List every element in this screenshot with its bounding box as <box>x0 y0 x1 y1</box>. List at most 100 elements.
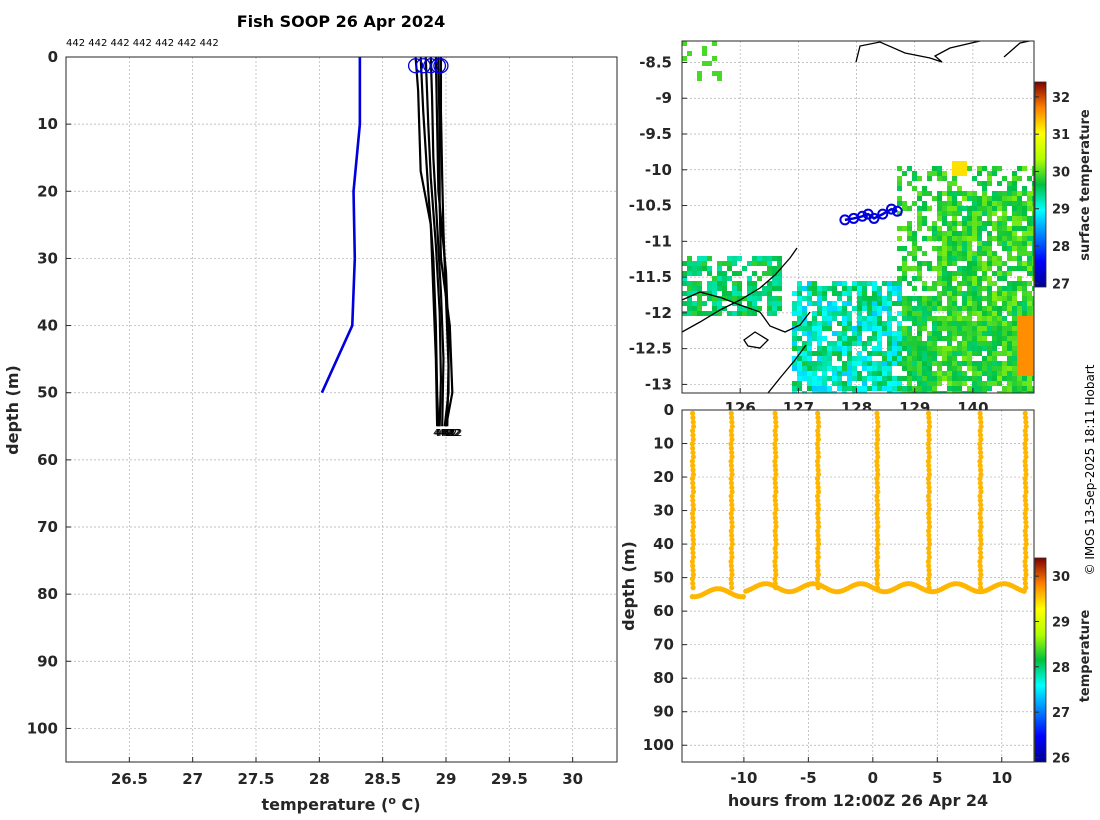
section-point <box>729 537 735 543</box>
sst-pixel <box>952 206 957 211</box>
section-point <box>1023 419 1029 425</box>
section-point <box>874 502 881 508</box>
sst-pixel <box>952 216 957 221</box>
sst-pixel <box>817 326 822 331</box>
sst-pixel <box>997 196 1002 201</box>
sst-pixel <box>952 381 957 386</box>
sst-pixel <box>722 276 727 281</box>
sst-pixel <box>1032 206 1034 211</box>
sst-pixel <box>987 261 992 266</box>
sst-pixel <box>792 391 797 393</box>
section-point <box>926 423 933 430</box>
sst-pixel <box>857 376 862 381</box>
sst-pixel <box>962 191 967 196</box>
sst-pixel <box>887 281 892 286</box>
sst-pixel <box>1017 206 1022 211</box>
sst-pixel <box>982 356 987 361</box>
section-point <box>729 550 735 556</box>
sst-pixel <box>912 276 917 281</box>
sst-pixel <box>997 286 1002 291</box>
sst-pixel <box>977 376 982 381</box>
sst-pixel <box>952 356 957 361</box>
section-point <box>772 576 778 582</box>
sst-pixel <box>1022 281 1027 286</box>
sst-pixel <box>1032 296 1034 301</box>
sst-pixel <box>1002 196 1007 201</box>
sst-pixel <box>897 186 902 191</box>
sst-pixel <box>1017 286 1022 291</box>
sst-pixel <box>912 376 917 381</box>
sst-pixel <box>762 291 767 296</box>
sst-pixel <box>1002 321 1007 326</box>
sst-pixel <box>947 251 952 256</box>
sst-pixel <box>957 341 962 346</box>
sst-pixel <box>792 356 797 361</box>
sst-pixel <box>1027 356 1032 361</box>
sst-pixel <box>957 206 962 211</box>
section-point <box>977 550 984 556</box>
sst-pixel <box>1022 246 1027 251</box>
sst-pixel <box>1032 271 1034 276</box>
sst-pixel <box>852 326 857 331</box>
sst-pixel <box>932 381 937 386</box>
y-tick-label: 70 <box>37 518 58 536</box>
section-point <box>926 519 932 525</box>
sst-pixel <box>1002 331 1007 336</box>
sst-pixel <box>1032 306 1034 311</box>
sst-pixel <box>1022 381 1027 386</box>
sst-pixel <box>992 306 997 311</box>
sst-pixel <box>887 371 892 376</box>
sst-pixel <box>817 296 822 301</box>
sst-pixel <box>752 301 757 306</box>
sst-pixel <box>937 316 942 321</box>
sst-pixel <box>987 331 992 336</box>
sst-pixel <box>992 331 997 336</box>
sst-pixel <box>762 271 767 276</box>
sst-pixel <box>1032 201 1034 206</box>
sst-pixel <box>882 376 887 381</box>
sst-pixel <box>847 351 852 356</box>
sst-pixel <box>967 166 972 171</box>
sst-pixel <box>797 381 802 386</box>
sst-pixel <box>1027 316 1032 321</box>
x-tick-label: 30 <box>562 770 583 788</box>
sst-pixel <box>967 311 972 316</box>
sst-pixel <box>867 316 872 321</box>
sst-pixel <box>972 361 977 366</box>
sst-pixel <box>697 296 702 301</box>
sst-pixel <box>1007 381 1012 386</box>
section-point <box>926 545 932 552</box>
section-point <box>874 449 880 456</box>
sst-pixel <box>817 386 822 391</box>
sst-pixel <box>812 291 817 296</box>
sst-pixel <box>942 391 947 393</box>
temperature-colorbar-label: temperature <box>1078 610 1093 703</box>
sst-pixel <box>767 271 772 276</box>
profile-end-label: 442 <box>433 428 452 439</box>
section-point <box>977 493 983 499</box>
sst-pixel <box>977 361 982 366</box>
section-point <box>728 558 734 565</box>
sst-pixel <box>937 381 942 386</box>
sst-pixel <box>987 386 992 391</box>
sst-pixel <box>987 316 992 321</box>
x-tick-label: 27 <box>182 770 203 788</box>
sst-pixel <box>972 281 977 286</box>
sst-pixel <box>907 311 912 316</box>
sst-pixel <box>1007 386 1012 391</box>
sst-pixel <box>967 321 972 326</box>
sst-pixel <box>867 361 872 366</box>
sst-pixel <box>1007 311 1012 316</box>
section-point <box>740 594 746 600</box>
section-point <box>874 480 880 486</box>
sst-pixel <box>852 366 857 371</box>
sst-pixel <box>967 341 972 346</box>
sst-pixel <box>857 286 862 291</box>
section-point <box>772 515 779 521</box>
sst-pixel <box>977 386 982 391</box>
sst-pixel <box>852 331 857 336</box>
sst-pixel <box>832 331 837 336</box>
sst-pixel <box>897 381 902 386</box>
section-point <box>728 441 734 447</box>
